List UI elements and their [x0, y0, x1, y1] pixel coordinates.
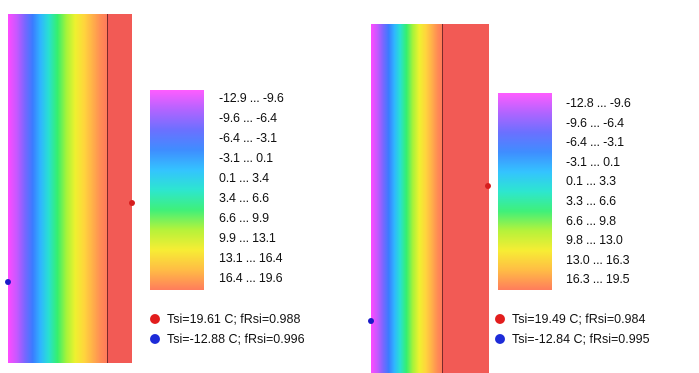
wall-section-panel-right: -12.8 ... -9.6 -9.6 ... -6.4 -6.4 ... -3…	[350, 0, 699, 373]
temperature-legend-colorbar	[498, 93, 552, 290]
legend-range: 0.1 ... 3.3	[566, 174, 616, 189]
legend-range: -3.1 ... 0.1	[566, 154, 620, 169]
legend-range: 16.3 ... 19.5	[566, 272, 630, 287]
legend-range: 6.6 ... 9.8	[566, 213, 616, 228]
interior-layer	[107, 14, 132, 363]
interior-surface-point	[129, 200, 135, 206]
red-dot-icon	[495, 314, 505, 324]
result-exterior-text: Tsi=-12.84 C; fRsi=0.995	[512, 332, 650, 346]
result-interior-text: Tsi=19.49 C; fRsi=0.984	[512, 312, 646, 326]
legend-range: 6.6 ... 9.9	[219, 211, 269, 225]
legend-range: 9.9 ... 13.1	[219, 231, 276, 245]
blue-dot-icon	[495, 334, 505, 344]
result-interior: Tsi=19.61 C; fRsi=0.988	[150, 310, 300, 328]
exterior-surface-point	[5, 279, 11, 285]
result-exterior: Tsi=-12.88 C; fRsi=0.996	[150, 330, 305, 348]
legend-range: -9.6 ... -6.4	[219, 111, 277, 125]
result-interior: Tsi=19.49 C; fRsi=0.984	[495, 310, 645, 328]
legend-range: -3.1 ... 0.1	[219, 151, 273, 165]
blue-dot-icon	[150, 334, 160, 344]
legend-range: 13.0 ... 16.3	[566, 252, 630, 267]
result-interior-text: Tsi=19.61 C; fRsi=0.988	[167, 312, 301, 326]
temperature-legend-labels: -12.9 ... -9.6 -9.6 ... -6.4 -6.4 ... -3…	[219, 88, 284, 288]
red-dot-icon	[150, 314, 160, 324]
wall-section-panel-left: -12.9 ... -9.6 -9.6 ... -6.4 -6.4 ... -3…	[0, 0, 350, 363]
legend-range: 3.4 ... 6.6	[219, 191, 269, 205]
result-exterior: Tsi=-12.84 C; fRsi=0.995	[495, 330, 650, 348]
legend-range: -12.8 ... -9.6	[566, 96, 631, 110]
temperature-legend-labels: -12.8 ... -9.6 -9.6 ... -6.4 -6.4 ... -3…	[566, 94, 631, 290]
legend-range: -12.9 ... -9.6	[219, 91, 284, 105]
result-exterior-text: Tsi=-12.88 C; fRsi=0.996	[167, 332, 305, 346]
legend-range: 13.1 ... 16.4	[219, 251, 283, 265]
legend-range: 16.4 ... 19.6	[219, 271, 283, 285]
legend-range: 0.1 ... 3.4	[219, 171, 269, 185]
exterior-surface-point	[368, 318, 374, 324]
legend-range: -6.4 ... -3.1	[219, 131, 277, 145]
legend-range: -9.6 ... -6.4	[566, 115, 624, 130]
legend-range: -6.4 ... -3.1	[566, 135, 624, 150]
legend-range: 3.3 ... 6.6	[566, 193, 616, 208]
wall-cross-section	[371, 24, 489, 373]
legend-range: 9.8 ... 13.0	[566, 233, 623, 248]
insulated-layer-gradient	[371, 24, 443, 373]
temperature-legend-colorbar	[150, 90, 204, 290]
wall-cross-section	[8, 14, 132, 363]
insulated-layer-gradient	[8, 14, 108, 363]
interior-layer	[442, 24, 489, 373]
interior-surface-point	[485, 183, 491, 189]
